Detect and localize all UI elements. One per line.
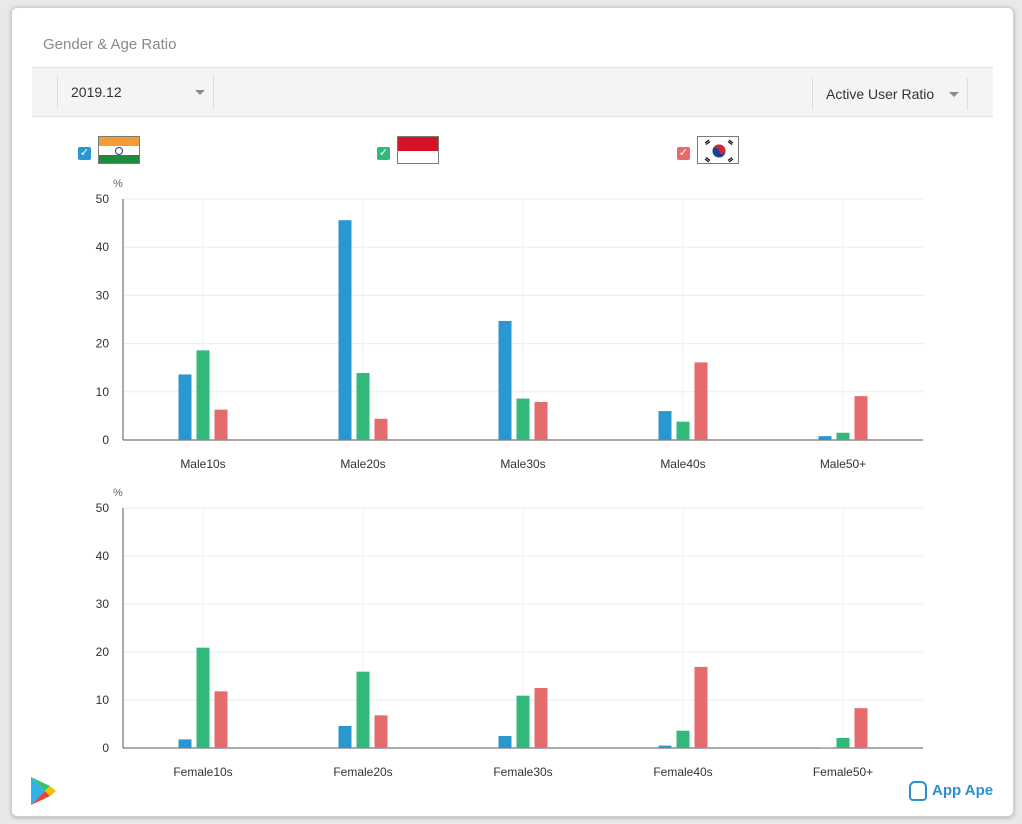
bar bbox=[854, 708, 868, 748]
bar bbox=[338, 220, 352, 440]
bar bbox=[516, 695, 530, 748]
caret-down-icon bbox=[949, 92, 959, 97]
x-tick-label: Male20s bbox=[340, 457, 385, 471]
bar bbox=[694, 362, 708, 440]
bar bbox=[178, 739, 192, 748]
bar bbox=[356, 671, 370, 748]
bar bbox=[498, 736, 512, 748]
y-tick-label: 50 bbox=[96, 192, 110, 206]
y-tick-label: 20 bbox=[96, 337, 110, 351]
bar bbox=[178, 374, 192, 440]
toolbar: 2019.12 Active User Ratio bbox=[32, 67, 993, 117]
bar bbox=[658, 745, 672, 748]
caret-down-icon bbox=[195, 90, 205, 95]
unit-label: % bbox=[113, 487, 123, 499]
y-tick-label: 30 bbox=[96, 288, 110, 302]
brand-name: App Ape bbox=[932, 782, 994, 799]
date-select-value: 2019.12 bbox=[71, 84, 122, 100]
bar bbox=[534, 401, 548, 440]
x-tick-label: Female40s bbox=[653, 765, 712, 779]
bar bbox=[196, 647, 210, 748]
indonesia-flag-icon bbox=[397, 136, 439, 164]
x-tick-label: Female20s bbox=[333, 765, 392, 779]
bar bbox=[836, 737, 850, 748]
date-select[interactable]: 2019.12 bbox=[57, 76, 214, 108]
panel-title: Gender & Age Ratio bbox=[43, 36, 177, 53]
check-icon[interactable]: ✓ bbox=[677, 147, 690, 160]
y-tick-label: 10 bbox=[96, 385, 110, 399]
x-tick-label: Female10s bbox=[173, 765, 232, 779]
check-icon[interactable]: ✓ bbox=[377, 147, 390, 160]
bar bbox=[374, 418, 388, 440]
y-tick-label: 30 bbox=[96, 597, 110, 611]
bar bbox=[214, 409, 228, 440]
bar bbox=[658, 411, 672, 440]
charts-area: % 0 10 20 30 40 50 Male10s Male20s Male30s Male40s… bbox=[96, 178, 923, 779]
y-tick-label: 40 bbox=[96, 240, 110, 254]
x-tick-label: Male40s bbox=[660, 457, 705, 471]
bar bbox=[516, 398, 530, 440]
unit-label: % bbox=[113, 178, 123, 190]
bar bbox=[836, 432, 850, 440]
south-korea-flag-icon bbox=[697, 136, 739, 164]
ape-face-icon bbox=[909, 781, 927, 801]
bar bbox=[534, 688, 548, 748]
bar bbox=[818, 436, 832, 440]
bar bbox=[196, 350, 210, 440]
x-tick-label: Male50+ bbox=[820, 457, 866, 471]
x-tick-label: Female50+ bbox=[813, 765, 873, 779]
check-icon[interactable]: ✓ bbox=[78, 147, 91, 160]
bar bbox=[214, 691, 228, 748]
bar bbox=[356, 373, 370, 440]
y-tick-label: 40 bbox=[96, 549, 110, 563]
bar bbox=[374, 715, 388, 748]
metric-select[interactable]: Active User Ratio bbox=[812, 78, 968, 110]
x-tick-label: Female30s bbox=[493, 765, 552, 779]
india-flag-icon bbox=[98, 136, 140, 164]
y-tick-label: 10 bbox=[96, 693, 110, 707]
gender-age-panel: Gender & Age Ratio 2019.12 Active User R… bbox=[11, 7, 1014, 817]
metric-select-value: Active User Ratio bbox=[826, 86, 935, 102]
y-tick-label: 0 bbox=[102, 741, 109, 755]
google-play-icon bbox=[31, 777, 56, 805]
y-tick-label: 0 bbox=[102, 433, 109, 447]
bar bbox=[676, 421, 690, 440]
x-tick-label: Male10s bbox=[180, 457, 225, 471]
bar bbox=[694, 666, 708, 748]
bar bbox=[676, 730, 690, 748]
bar bbox=[854, 396, 868, 440]
y-tick-label: 20 bbox=[96, 645, 110, 659]
bar bbox=[338, 725, 352, 748]
x-tick-label: Male30s bbox=[500, 457, 545, 471]
y-tick-label: 50 bbox=[96, 501, 110, 515]
bar bbox=[498, 320, 512, 440]
